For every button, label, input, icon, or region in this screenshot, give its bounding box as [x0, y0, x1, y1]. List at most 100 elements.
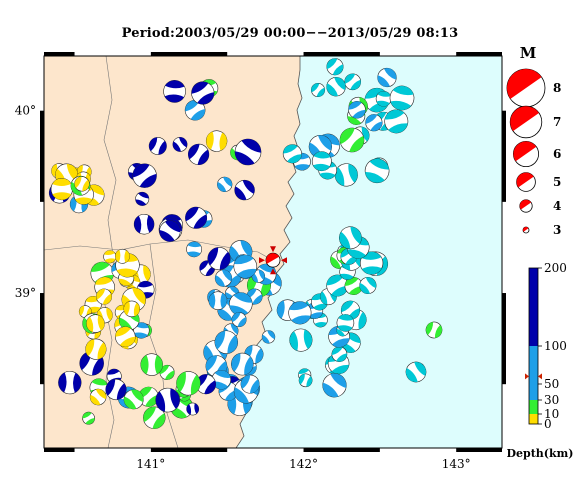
- focal-mechanism: [163, 80, 186, 103]
- magnitude-legend-title: M: [520, 44, 537, 62]
- magnitude-legend-item: 6: [513, 140, 561, 167]
- focal-mechanism: [140, 353, 163, 376]
- focal-mechanism: [231, 352, 254, 376]
- focal-mechanism: [188, 143, 210, 165]
- target-marker-triangle: [259, 257, 266, 264]
- frame-checker: [303, 448, 380, 452]
- focal-mechanism: [339, 127, 365, 153]
- depth-tick-label: 50: [544, 377, 559, 391]
- magnitude-legend-label: 7: [553, 115, 561, 129]
- depth-tick-label: 10: [544, 407, 559, 421]
- focal-mechanism: [115, 248, 130, 264]
- lon-tick-label: 141°: [136, 457, 165, 471]
- focal-mechanism: [95, 288, 113, 305]
- focal-mechanisms: [48, 58, 443, 429]
- focal-mechanism: [74, 176, 90, 192]
- magnitude-legend-label: 6: [553, 147, 561, 161]
- focal-mechanism: [336, 314, 355, 332]
- frame-checker: [40, 293, 44, 385]
- focal-mechanism: [133, 213, 155, 235]
- frame-checker: [44, 52, 75, 56]
- focal-mechanism: [326, 274, 349, 297]
- focal-mechanism: [229, 292, 253, 316]
- magnitude-legend-fill: [510, 106, 539, 132]
- focal-mechanism: [176, 371, 201, 396]
- lat-tick-label: 39°: [15, 286, 36, 300]
- focal-mechanism: [322, 373, 347, 398]
- depth-band: [529, 400, 538, 414]
- focal-mechanism: [405, 361, 427, 383]
- frame-checker: [40, 110, 44, 202]
- target-event-fill: [266, 253, 280, 264]
- focal-mechanism: [339, 226, 362, 250]
- frame-checker: [150, 52, 228, 56]
- magnitude-legend: M 8 7 6 5 4 3: [506, 44, 561, 237]
- focal-mechanism: [123, 300, 141, 318]
- target-marker-triangle: [270, 268, 276, 275]
- target-event[interactable]: [259, 246, 287, 275]
- focal-mechanism: [135, 191, 150, 206]
- focal-mechanism: [251, 269, 266, 283]
- focal-mechanism: [234, 138, 262, 166]
- magnitude-legend-item: 3: [522, 223, 561, 237]
- focal-mechanism: [86, 314, 105, 333]
- focal-mechanism: [282, 144, 302, 164]
- magnitude-legend-fill: [507, 69, 542, 99]
- frame-outline: [43, 55, 503, 449]
- focal-mechanism: [425, 321, 443, 339]
- focal-mechanism: [85, 338, 107, 360]
- frame-checker: [44, 448, 75, 452]
- lat-tick-label: 40°: [15, 104, 36, 118]
- focal-mechanism: [233, 254, 258, 279]
- frame-checker: [502, 110, 506, 202]
- focal-mechanism: [50, 178, 73, 201]
- focal-mechanism: [185, 206, 208, 229]
- magnitude-legend-label: 4: [553, 199, 561, 213]
- chart-title: Period:2003/05/29 00:00−−2013/05/29 08:1…: [121, 26, 459, 41]
- focal-mechanism: [261, 330, 276, 344]
- focal-mechanism: [159, 220, 181, 242]
- depth-scale-label: Depth(km): [507, 447, 574, 460]
- focal-mechanism: [231, 312, 247, 328]
- magnitude-legend-label: 8: [553, 81, 561, 95]
- focal-mechanism: [288, 301, 312, 325]
- focal-mechanism: [344, 73, 362, 91]
- frame-checker: [456, 448, 502, 452]
- focal-mechanism: [365, 114, 383, 132]
- lon-tick-label: 143°: [442, 457, 471, 471]
- focal-mechanism: [172, 136, 188, 152]
- focal-mechanism: [217, 176, 233, 193]
- focal-mechanism: [377, 67, 397, 88]
- depth-tick-label: 30: [544, 393, 559, 407]
- magnitude-legend-fill: [519, 199, 532, 210]
- focal-mechanism: [103, 250, 117, 264]
- magnitude-legend-fill: [523, 227, 529, 232]
- focal-mechanism: [311, 151, 332, 172]
- focal-mechanism: [389, 85, 415, 111]
- focal-mechanism: [384, 109, 409, 134]
- depth-tick-label: 0: [544, 417, 552, 431]
- focal-mechanism: [148, 137, 167, 155]
- magnitude-legend-item: 4: [519, 199, 561, 213]
- focal-mechanism: [155, 387, 180, 413]
- focal-mechanism: [240, 374, 260, 394]
- frame-checker: [502, 293, 506, 385]
- target-marker-triangle: [270, 246, 276, 253]
- focal-mechanism: [208, 291, 228, 310]
- focal-mechanism: [214, 330, 239, 354]
- focal-mechanism: [82, 411, 95, 425]
- magnitude-legend-item: 5: [516, 172, 561, 192]
- focal-mechanism: [214, 269, 233, 287]
- focal-mechanism: [331, 346, 348, 362]
- magnitude-legend-item: 8: [506, 68, 561, 108]
- magnitude-legend-item: 7: [509, 105, 561, 139]
- depth-marker-right: [538, 373, 542, 380]
- focal-mechanism: [89, 388, 107, 406]
- focal-mechanism: [105, 378, 127, 401]
- focal-mechanism: [348, 101, 366, 119]
- focal-mechanism: [326, 58, 344, 76]
- focal-mechanism: [123, 389, 144, 410]
- focal-mechanism: [211, 369, 232, 390]
- map-frame: [40, 52, 506, 452]
